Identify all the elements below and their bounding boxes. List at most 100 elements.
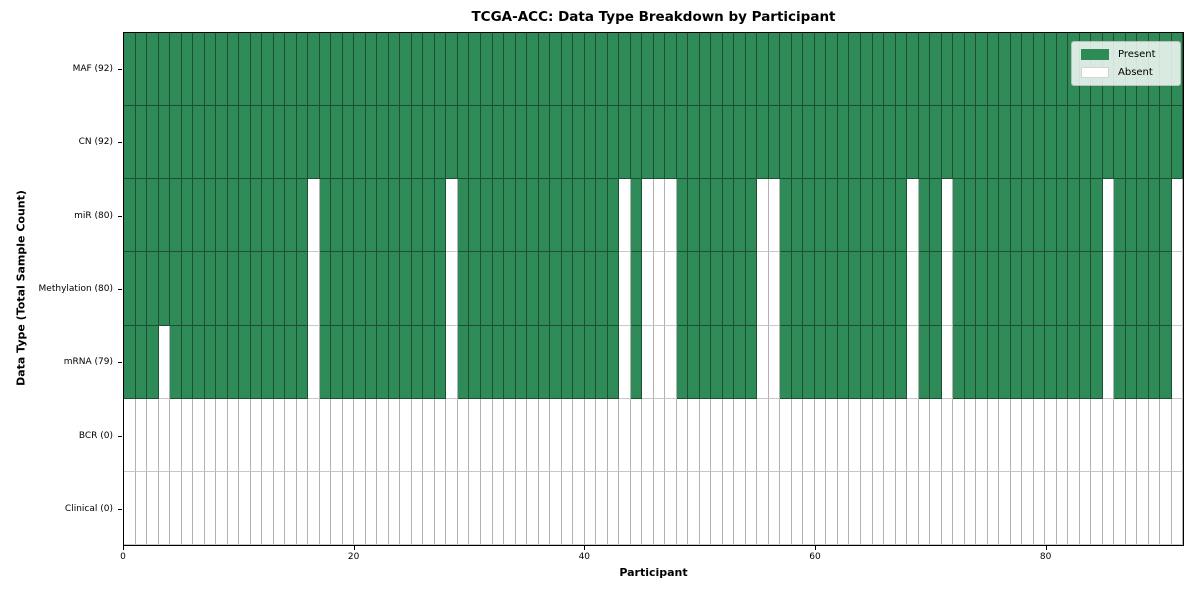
heatmap-cell-clinical-12 bbox=[262, 471, 274, 545]
heatmap-cell-cn-71 bbox=[941, 106, 954, 180]
legend: Present Absent bbox=[1071, 41, 1181, 86]
heatmap-cell-maf-37 bbox=[550, 33, 562, 107]
heatmap-cell-bcr-88 bbox=[1137, 398, 1149, 472]
heatmap-cell-methylation-32 bbox=[492, 252, 505, 326]
heatmap-cell-clinical-9 bbox=[227, 471, 240, 545]
heatmap-cell-bcr-19 bbox=[342, 398, 355, 472]
heatmap-cell-clinical-75 bbox=[987, 471, 1000, 545]
heatmap-cell-mrna-89 bbox=[1148, 325, 1161, 399]
heatmap-cell-mrna-38 bbox=[561, 325, 574, 399]
heatmap-cell-mir-91 bbox=[1171, 179, 1184, 253]
heatmap-cell-maf-72 bbox=[953, 33, 965, 107]
y-tick-label: BCR (0) bbox=[78, 430, 113, 441]
heatmap-cell-methylation-41 bbox=[596, 252, 608, 326]
heatmap-cell-methylation-67 bbox=[895, 252, 908, 326]
heatmap-cell-cn-0 bbox=[124, 106, 136, 180]
heatmap-cell-bcr-75 bbox=[987, 398, 1000, 472]
heatmap-cell-mrna-64 bbox=[861, 325, 873, 399]
heatmap-cell-maf-2 bbox=[147, 33, 159, 107]
heatmap-cell-methylation-23 bbox=[388, 252, 401, 326]
heatmap-cell-clinical-62 bbox=[837, 471, 850, 545]
heatmap-cell-clinical-71 bbox=[941, 471, 954, 545]
heatmap-cell-cn-18 bbox=[331, 106, 343, 180]
heatmap-cell-mir-9 bbox=[227, 179, 240, 253]
heatmap-cell-mrna-39 bbox=[573, 325, 585, 399]
heatmap-cell-methylation-68 bbox=[907, 252, 919, 326]
heatmap-cell-bcr-44 bbox=[630, 398, 643, 472]
heatmap-cell-cn-48 bbox=[676, 106, 689, 180]
heatmap-cell-maf-35 bbox=[527, 33, 539, 107]
heatmap-cell-mir-44 bbox=[630, 179, 643, 253]
heatmap-cell-methylation-51 bbox=[711, 252, 723, 326]
heatmap-cell-methylation-25 bbox=[411, 252, 424, 326]
heatmap-cell-cn-82 bbox=[1068, 106, 1080, 180]
heatmap-cell-clinical-7 bbox=[204, 471, 217, 545]
x-tick-mark bbox=[814, 546, 816, 550]
heatmap-cell-cn-26 bbox=[423, 106, 435, 180]
heatmap-cell-mir-80 bbox=[1045, 179, 1057, 253]
heatmap-cell-maf-62 bbox=[837, 33, 850, 107]
heatmap-cell-clinical-15 bbox=[296, 471, 309, 545]
heatmap-cell-bcr-47 bbox=[665, 398, 677, 472]
heatmap-cell-methylation-77 bbox=[1010, 252, 1023, 326]
heatmap-cell-mrna-59 bbox=[803, 325, 815, 399]
heatmap-cell-mir-30 bbox=[469, 179, 481, 253]
heatmap-cell-cn-75 bbox=[987, 106, 1000, 180]
heatmap-cell-bcr-31 bbox=[480, 398, 493, 472]
heatmap-cell-maf-25 bbox=[411, 33, 424, 107]
heatmap-cell-mrna-16 bbox=[308, 325, 320, 399]
heatmap-cell-methylation-13 bbox=[273, 252, 286, 326]
heatmap-cell-mrna-9 bbox=[227, 325, 240, 399]
heatmap-cell-cn-30 bbox=[469, 106, 481, 180]
heatmap-cell-bcr-4 bbox=[170, 398, 182, 472]
heatmap-cell-cn-19 bbox=[342, 106, 355, 180]
heatmap-cell-mir-83 bbox=[1079, 179, 1092, 253]
heatmap-cell-mir-12 bbox=[262, 179, 274, 253]
heatmap-cell-methylation-80 bbox=[1045, 252, 1057, 326]
heatmap-cell-bcr-79 bbox=[1033, 398, 1046, 472]
heatmap-cell-mrna-13 bbox=[273, 325, 286, 399]
heatmap-cell-mir-17 bbox=[319, 179, 332, 253]
heatmap-cell-methylation-48 bbox=[676, 252, 689, 326]
heatmap-cell-methylation-45 bbox=[642, 252, 654, 326]
heatmap-cell-methylation-74 bbox=[976, 252, 988, 326]
heatmap-cell-maf-3 bbox=[158, 33, 171, 107]
heatmap-cell-bcr-54 bbox=[745, 398, 758, 472]
heatmap-cell-methylation-83 bbox=[1079, 252, 1092, 326]
heatmap-cell-cn-46 bbox=[653, 106, 666, 180]
heatmap-cell-clinical-57 bbox=[780, 471, 792, 545]
heatmap-cell-maf-56 bbox=[768, 33, 781, 107]
heatmap-cell-mrna-91 bbox=[1171, 325, 1184, 399]
heatmap-cell-cn-40 bbox=[584, 106, 597, 180]
heatmap-cell-methylation-33 bbox=[504, 252, 516, 326]
heatmap-cell-cn-45 bbox=[642, 106, 654, 180]
heatmap-cell-mrna-88 bbox=[1137, 325, 1149, 399]
heatmap-cell-mrna-87 bbox=[1125, 325, 1138, 399]
x-tick-mark bbox=[353, 546, 355, 550]
heatmap-cell-clinical-10 bbox=[239, 471, 251, 545]
heatmap-cell-cn-62 bbox=[837, 106, 850, 180]
heatmap-cell-cn-89 bbox=[1148, 106, 1161, 180]
heatmap-cell-mir-58 bbox=[791, 179, 804, 253]
heatmap-cell-mir-26 bbox=[423, 179, 435, 253]
heatmap-cell-mrna-7 bbox=[204, 325, 217, 399]
heatmap-cell-clinical-19 bbox=[342, 471, 355, 545]
x-axis-label: Participant bbox=[619, 566, 688, 579]
heatmap-cell-mrna-86 bbox=[1114, 325, 1126, 399]
heatmap-cell-bcr-78 bbox=[1022, 398, 1034, 472]
heatmap-cell-bcr-42 bbox=[607, 398, 620, 472]
heatmap-cell-mrna-30 bbox=[469, 325, 481, 399]
heatmap-cell-maf-8 bbox=[216, 33, 228, 107]
heatmap-cell-mrna-61 bbox=[826, 325, 838, 399]
heatmap-cell-maf-66 bbox=[884, 33, 896, 107]
heatmap-cell-maf-58 bbox=[791, 33, 804, 107]
heatmap-cell-clinical-43 bbox=[619, 471, 631, 545]
heatmap-cell-mrna-26 bbox=[423, 325, 435, 399]
heatmap-cell-methylation-58 bbox=[791, 252, 804, 326]
heatmap-row-maf bbox=[124, 33, 1184, 107]
heatmap-cell-mir-45 bbox=[642, 179, 654, 253]
heatmap-cell-cn-32 bbox=[492, 106, 505, 180]
heatmap-cell-maf-76 bbox=[999, 33, 1011, 107]
heatmap-cell-clinical-67 bbox=[895, 471, 908, 545]
heatmap-cell-bcr-13 bbox=[273, 398, 286, 472]
